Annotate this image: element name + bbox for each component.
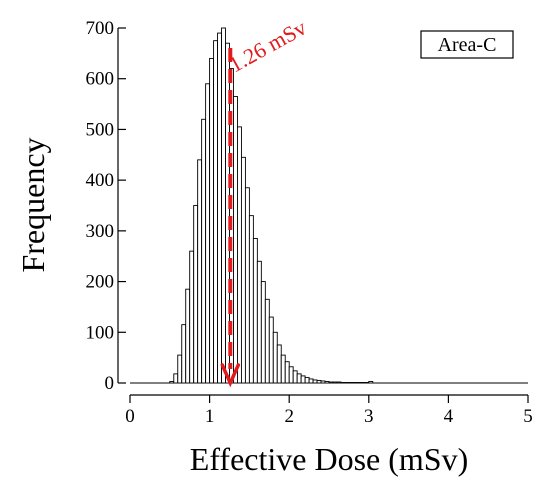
histogram-bar	[344, 382, 350, 384]
histogram-bar	[340, 382, 346, 384]
histogram-bar	[237, 126, 242, 384]
x-tick-label: 2	[284, 406, 294, 427]
y-tick-label: 200	[86, 272, 115, 293]
histogram-bar	[280, 354, 286, 384]
histogram-bar	[308, 378, 314, 384]
histogram-bar	[288, 366, 294, 384]
legend-label: Area-C	[438, 34, 497, 56]
histogram-bar	[336, 381, 342, 384]
histogram-bar	[173, 373, 179, 384]
y-tick-label: 300	[86, 221, 115, 242]
histogram-bar	[252, 238, 258, 384]
histogram-bar	[264, 298, 270, 384]
histogram-bar	[248, 215, 254, 384]
histogram-bar	[316, 380, 322, 384]
histogram-bar	[328, 381, 334, 384]
histogram-bar	[324, 381, 330, 384]
histogram-bar	[233, 96, 238, 384]
histogram-bar	[296, 373, 302, 384]
histogram-bar	[368, 381, 374, 384]
histogram-bar	[364, 382, 370, 384]
y-axis: 0 100 200 300 400 500 600 700	[86, 18, 126, 394]
histogram-bar	[320, 380, 326, 384]
histogram-bar	[217, 32, 222, 384]
mean-arrow-icon	[220, 363, 241, 388]
x-tick-label: 0	[125, 406, 135, 427]
y-tick-label: 0	[105, 373, 115, 394]
histogram-bar	[356, 382, 362, 384]
histogram-bar	[197, 159, 203, 384]
histogram-bar	[189, 250, 195, 384]
legend-box	[420, 30, 514, 59]
histogram-bar	[284, 361, 290, 384]
histogram-bar	[244, 187, 250, 384]
histogram-bar	[185, 288, 191, 384]
histogram-bar	[221, 27, 226, 384]
y-tick-label: 600	[86, 69, 115, 90]
histogram-bar	[201, 118, 207, 384]
x-tick-label: 5	[523, 406, 533, 427]
histogram-bar	[209, 57, 215, 384]
histogram-bar	[304, 376, 310, 384]
histogram-bar	[260, 281, 266, 384]
histogram-bar	[213, 40, 219, 384]
histogram-bar	[177, 354, 183, 384]
x-axis: 0 1 2 3 4 5	[125, 394, 533, 427]
legend: Area-C	[420, 30, 514, 59]
histogram-bar	[348, 382, 354, 384]
histogram-bar	[181, 324, 187, 384]
y-tick-label: 700	[86, 18, 115, 39]
y-tick-label: 500	[86, 119, 115, 140]
y-axis-title: Frequency	[15, 137, 51, 272]
histogram-bar	[332, 381, 338, 384]
histogram-bar	[276, 344, 282, 384]
histogram-bars	[130, 27, 528, 384]
histogram-bar	[240, 156, 246, 384]
x-tick-label: 1	[205, 406, 215, 427]
histogram-bar	[300, 375, 306, 384]
x-tick-label: 4	[444, 406, 454, 427]
histogram-bar	[193, 205, 199, 384]
y-tick-label: 400	[86, 170, 115, 191]
x-tick-label: 3	[364, 406, 374, 427]
histogram-bar	[360, 382, 366, 384]
y-tick-label: 100	[86, 322, 115, 343]
x-axis-title: Effective Dose (mSv)	[190, 441, 468, 477]
histogram-bar	[272, 331, 278, 384]
mean-label: 1.26 mSv	[225, 15, 311, 78]
histogram-bar	[352, 382, 358, 384]
histogram-bar	[205, 83, 211, 384]
histogram-bar	[169, 381, 175, 384]
histogram-bar	[268, 316, 274, 384]
histogram-bar	[256, 260, 262, 384]
histogram-bar	[312, 379, 318, 384]
histogram-bar	[292, 370, 298, 384]
